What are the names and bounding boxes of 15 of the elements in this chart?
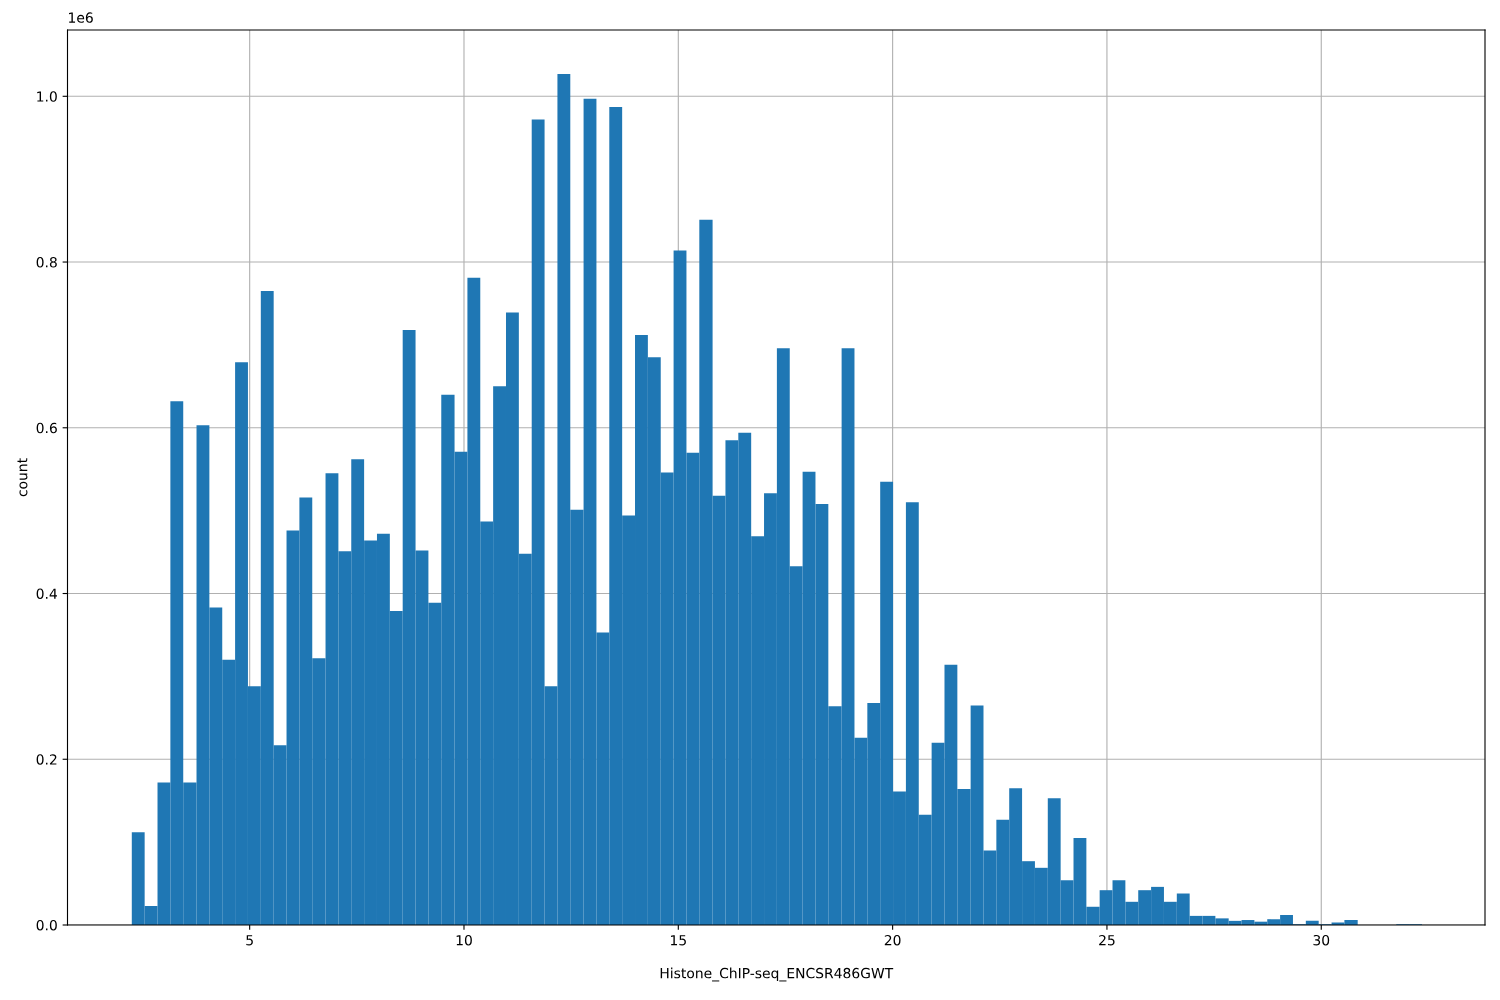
- y-tick-label: 0.8: [36, 257, 57, 268]
- x-tick-label: 25: [1099, 934, 1115, 946]
- x-tick-label: 5: [246, 935, 253, 946]
- y-axis-title: count: [17, 458, 28, 497]
- x-tick-label: 20: [884, 934, 901, 946]
- x-tick-label: 15: [671, 935, 686, 946]
- y-tick-label: 1.0: [37, 91, 57, 102]
- y-tick-label: 0.4: [36, 588, 57, 599]
- y-tick-label: 0.0: [36, 919, 57, 931]
- text: 1e6: [69, 12, 93, 23]
- x-axis-title: Histone_ChIP-seq_ENCSR486GWT: [660, 967, 894, 982]
- x-tick-label: 30: [1313, 934, 1330, 946]
- y-tick-label: 0.2: [36, 754, 57, 765]
- y-tick-label: 0.6: [36, 422, 57, 434]
- x-tick-label: 10: [456, 934, 472, 946]
